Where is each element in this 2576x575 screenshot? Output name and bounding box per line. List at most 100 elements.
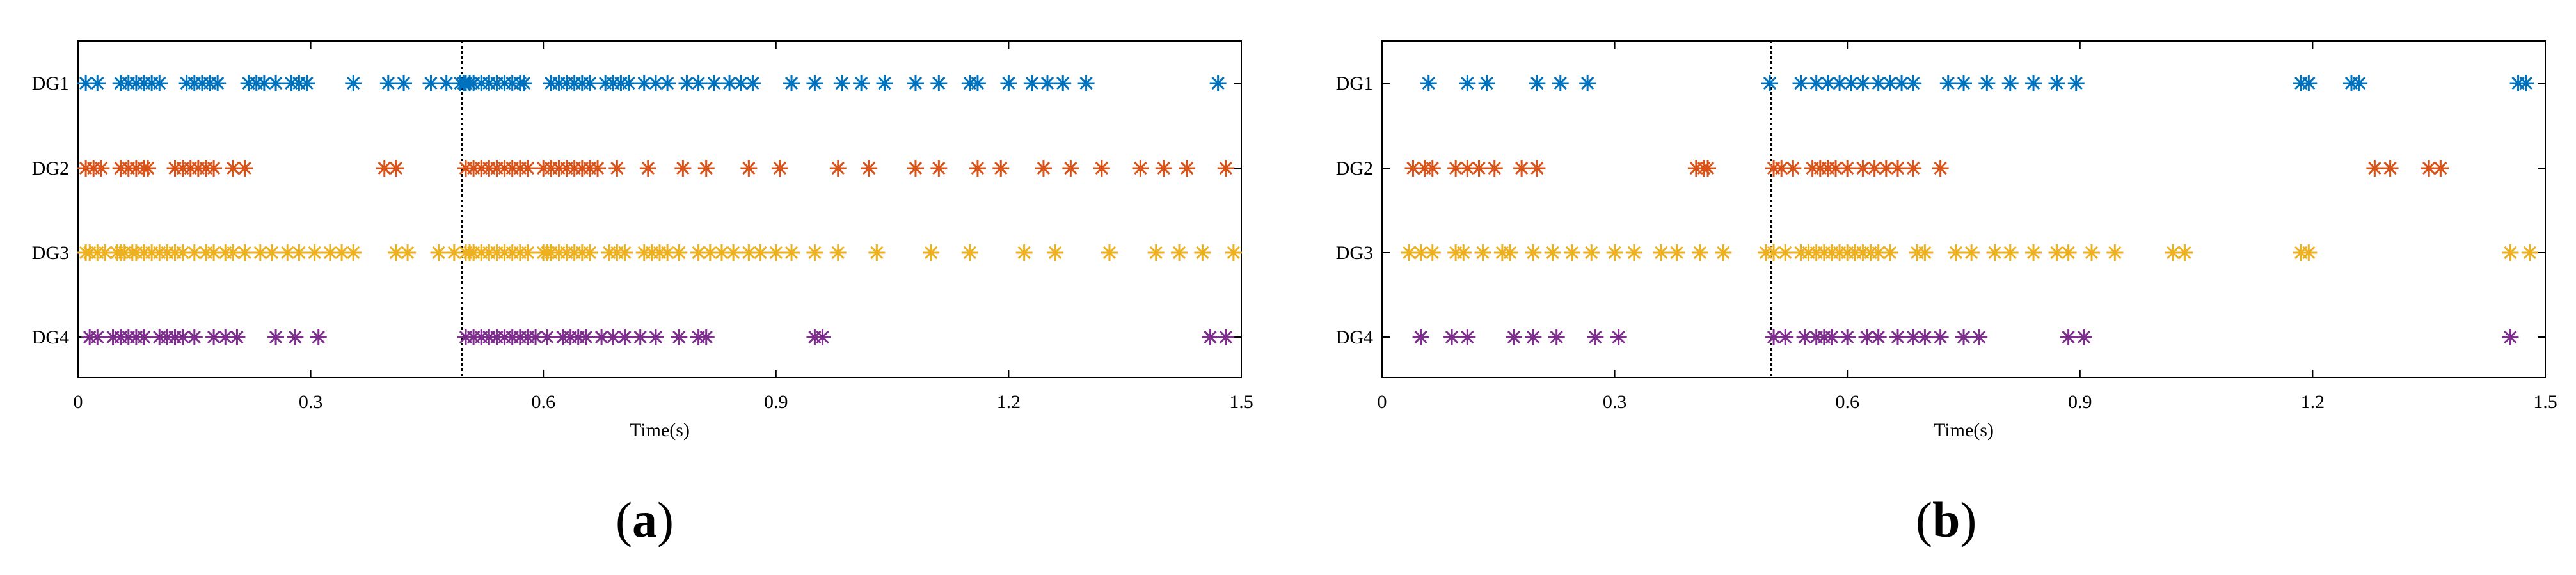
data-point bbox=[1155, 160, 1172, 177]
data-point bbox=[1506, 329, 1523, 345]
data-point bbox=[310, 329, 327, 345]
data-point bbox=[2366, 160, 2383, 177]
data-point bbox=[1035, 160, 1052, 177]
data-point bbox=[1785, 160, 1802, 177]
data-point bbox=[589, 160, 607, 177]
data-point bbox=[430, 244, 447, 261]
data-point bbox=[608, 160, 626, 177]
series-dg1 bbox=[1420, 75, 2534, 91]
data-point bbox=[1653, 244, 1670, 261]
y-tick-label-dg2: DG2 bbox=[32, 158, 69, 179]
data-point bbox=[298, 75, 315, 91]
data-point bbox=[1501, 244, 1518, 261]
data-point bbox=[1525, 329, 1542, 345]
data-point bbox=[1831, 75, 1849, 91]
x-tick-label: 0.9 bbox=[764, 391, 788, 413]
y-tick-label-dg1: DG1 bbox=[32, 73, 69, 94]
data-point bbox=[674, 160, 692, 177]
data-point bbox=[1792, 75, 1809, 91]
data-point bbox=[581, 75, 598, 91]
data-point bbox=[1625, 244, 1642, 261]
data-point bbox=[1225, 244, 1242, 261]
data-point bbox=[236, 160, 253, 177]
data-point bbox=[1513, 160, 1530, 177]
chart-panel-b: 0 0.3 0.6 0.9 1.2 1.5 Time(s) DG1 DG2 DG3 DG4 bbox=[1336, 40, 2557, 441]
data-point bbox=[1905, 160, 1922, 177]
data-point bbox=[647, 75, 664, 91]
data-point bbox=[1606, 244, 1623, 261]
data-point bbox=[639, 160, 656, 177]
data-point bbox=[767, 244, 784, 261]
data-point bbox=[422, 75, 440, 91]
data-point bbox=[1455, 244, 1472, 261]
data-point bbox=[209, 75, 227, 91]
data-point bbox=[783, 244, 800, 261]
x-tick-label: 0 bbox=[74, 391, 83, 413]
series-dg1 bbox=[77, 75, 1227, 91]
data-point bbox=[1889, 329, 1906, 345]
data-point bbox=[1765, 329, 1783, 345]
data-point bbox=[2106, 244, 2124, 261]
data-point bbox=[89, 75, 106, 91]
x-axis-label: Time(s) bbox=[1934, 420, 1994, 441]
data-point bbox=[1459, 329, 1476, 345]
data-point bbox=[1963, 244, 1980, 261]
data-point bbox=[1916, 244, 1934, 261]
x-tick-label: 0 bbox=[1378, 391, 1387, 413]
x-tick-label: 0.6 bbox=[531, 391, 555, 413]
data-point bbox=[992, 160, 1010, 177]
data-point bbox=[2060, 244, 2077, 261]
data-point bbox=[876, 75, 893, 91]
data-point bbox=[868, 244, 886, 261]
data-point bbox=[136, 329, 153, 345]
data-point bbox=[345, 75, 362, 91]
data-point bbox=[345, 244, 362, 261]
data-point bbox=[1179, 160, 1196, 177]
data-point bbox=[1047, 244, 1064, 261]
data-point bbox=[829, 160, 847, 177]
data-point bbox=[1839, 160, 1856, 177]
data-point bbox=[616, 244, 633, 261]
data-point bbox=[2067, 75, 2085, 91]
data-point bbox=[647, 329, 664, 345]
data-point bbox=[1077, 75, 1095, 91]
data-point bbox=[907, 75, 924, 91]
data-point bbox=[2048, 244, 2065, 261]
data-point bbox=[930, 160, 948, 177]
data-point bbox=[1420, 75, 1437, 91]
data-point bbox=[1955, 329, 1972, 345]
data-point bbox=[1062, 160, 1079, 177]
data-point bbox=[671, 329, 688, 345]
data-point bbox=[907, 160, 924, 177]
data-point bbox=[1529, 75, 1546, 91]
data-point bbox=[740, 160, 758, 177]
data-point bbox=[1459, 75, 1476, 91]
data-point bbox=[671, 244, 688, 261]
data-point bbox=[1932, 329, 1949, 345]
y-tick-label-dg4: DG4 bbox=[32, 327, 69, 348]
y-tick-label-dg3: DG3 bbox=[32, 242, 69, 264]
data-point bbox=[89, 329, 106, 345]
data-point bbox=[705, 75, 722, 91]
data-point bbox=[1808, 75, 1825, 91]
data-point bbox=[1587, 329, 1604, 345]
data-point bbox=[1470, 160, 1488, 177]
data-point bbox=[2176, 244, 2193, 261]
data-point bbox=[1424, 160, 1441, 177]
data-point bbox=[1843, 75, 1860, 91]
data-point bbox=[1971, 329, 1988, 345]
series-dg3 bbox=[1401, 244, 2538, 261]
data-point bbox=[228, 329, 246, 345]
data-point bbox=[620, 75, 637, 91]
data-point bbox=[1978, 75, 1996, 91]
data-point bbox=[1147, 244, 1165, 261]
panel-label-b: (b) bbox=[1916, 492, 1977, 547]
data-point bbox=[251, 244, 269, 261]
data-point bbox=[1101, 244, 1118, 261]
data-point bbox=[632, 329, 649, 345]
data-point bbox=[1039, 75, 1056, 91]
data-point bbox=[1054, 75, 1072, 91]
data-point bbox=[515, 75, 532, 91]
data-point bbox=[1823, 329, 1840, 345]
data-point bbox=[1668, 244, 1685, 261]
